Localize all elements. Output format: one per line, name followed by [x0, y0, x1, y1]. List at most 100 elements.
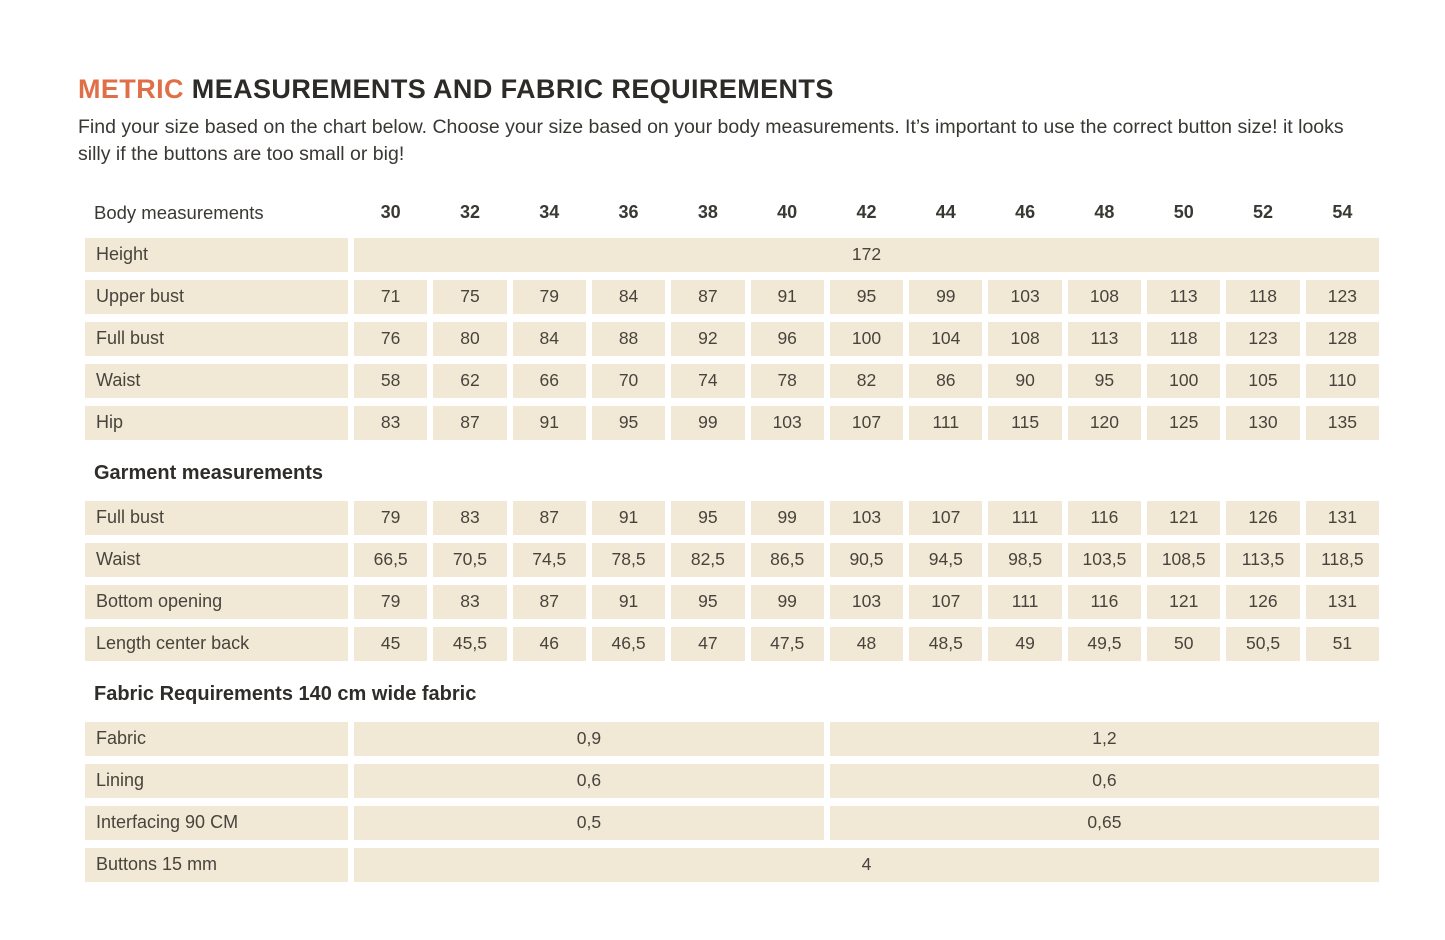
- measurement-value: 90,5: [829, 542, 904, 577]
- measurement-value: 123: [1305, 279, 1379, 314]
- measurement-value-full-span: 172: [354, 237, 1379, 272]
- size-column-header: 32: [459, 202, 480, 223]
- size-column-header: 34: [539, 202, 560, 223]
- measurement-value: 83: [433, 500, 507, 535]
- measurement-value: 111: [988, 500, 1062, 535]
- measurement-value: 135: [1305, 405, 1379, 440]
- measurement-value: 87: [512, 500, 586, 535]
- measurement-value-full-span: 4: [354, 847, 1379, 882]
- size-column-header: 44: [935, 202, 956, 223]
- row-label: Hip: [85, 405, 348, 440]
- measurement-value: 87: [671, 279, 745, 314]
- measurement-value: 49: [988, 626, 1062, 661]
- size-column-header: 52: [1253, 202, 1274, 223]
- measurement-value: 79: [354, 500, 428, 535]
- measurement-value: 128: [1305, 321, 1379, 356]
- size-column-header: 38: [697, 202, 718, 223]
- measurement-value: 78: [750, 363, 824, 398]
- size-column-header: 42: [856, 202, 877, 223]
- page-title-highlight: METRIC: [78, 74, 184, 104]
- measurement-value: 50: [1147, 626, 1221, 661]
- page-title: METRIC MEASUREMENTS AND FABRIC REQUIREME…: [78, 74, 1445, 105]
- measurement-value: 111: [988, 584, 1062, 619]
- measurement-value: 71: [354, 279, 428, 314]
- row-label: Waist: [85, 363, 348, 398]
- measurement-value: 49,5: [1067, 626, 1142, 661]
- row-label: Length center back: [85, 626, 348, 661]
- measurement-value: 126: [1226, 584, 1300, 619]
- measurement-value: 82,5: [671, 542, 745, 577]
- measurement-value: 108: [1067, 279, 1142, 314]
- measurement-value: 84: [591, 279, 666, 314]
- measurement-value: 74: [671, 363, 745, 398]
- measurement-value: 80: [433, 321, 507, 356]
- measurement-value: 45: [354, 626, 428, 661]
- measurement-value: 118: [1226, 279, 1300, 314]
- measurement-value: 66,5: [354, 542, 428, 577]
- measurement-value: 79: [512, 279, 586, 314]
- measurement-value: 120: [1067, 405, 1142, 440]
- measurement-value: 95: [671, 584, 745, 619]
- measurement-value: 95: [1067, 363, 1142, 398]
- measurement-value-left-span: 0,6: [354, 763, 824, 798]
- measurement-value: 103: [829, 500, 904, 535]
- measurement-value: 107: [909, 500, 983, 535]
- measurement-value: 118: [1147, 321, 1221, 356]
- measurement-value: 113: [1147, 279, 1221, 314]
- garment-measurements-table: Full bust 79 83 87 91 95 99 103 107 111 116 121 126 1…: [85, 500, 1379, 661]
- row-label: Full bust: [85, 500, 348, 535]
- measurement-value: 100: [1147, 363, 1221, 398]
- measurement-value: 45,5: [433, 626, 507, 661]
- measurement-value: 86: [909, 363, 983, 398]
- measurement-value: 87: [433, 405, 507, 440]
- measurement-value: 91: [591, 584, 666, 619]
- measurement-value: 103: [750, 405, 824, 440]
- measurement-value: 91: [750, 279, 824, 314]
- measurement-value: 70,5: [433, 542, 507, 577]
- measurement-value: 46,5: [591, 626, 666, 661]
- garment-section-title: Garment measurements: [94, 461, 323, 484]
- measurement-value: 98,5: [988, 542, 1062, 577]
- measurement-value: 115: [988, 405, 1062, 440]
- measurement-value: 90: [988, 363, 1062, 398]
- row-label: Waist: [85, 542, 348, 577]
- measurement-value: 107: [829, 405, 904, 440]
- measurement-value: 47: [671, 626, 745, 661]
- column-header-label: Body measurements: [94, 201, 264, 223]
- measurement-value: 66: [512, 363, 586, 398]
- row-label: Interfacing 90 CM: [85, 805, 348, 840]
- measurement-value-right-span: 0,65: [829, 805, 1379, 840]
- measurement-value: 76: [354, 321, 428, 356]
- measurement-value-right-span: 0,6: [829, 763, 1379, 798]
- measurement-value: 123: [1226, 321, 1300, 356]
- measurement-value: 91: [591, 500, 666, 535]
- body-measurements-table: Body measurements 30 32 34 36 38 40 42 44 46 48 50 5…: [85, 196, 1379, 440]
- row-label: Fabric: [85, 721, 348, 756]
- measurement-value: 92: [671, 321, 745, 356]
- measurement-value-right-span: 1,2: [829, 721, 1379, 756]
- size-column-header: 48: [1094, 202, 1115, 223]
- measurement-value: 48: [829, 626, 904, 661]
- measurement-value: 84: [512, 321, 586, 356]
- measurement-value: 96: [750, 321, 824, 356]
- measurement-value: 103: [829, 584, 904, 619]
- measurement-value: 51: [1305, 626, 1379, 661]
- measurement-value: 75: [433, 279, 507, 314]
- measurement-value: 95: [829, 279, 904, 314]
- row-label: Bottom opening: [85, 584, 348, 619]
- size-column-header: 40: [777, 202, 798, 223]
- page-title-rest: MEASUREMENTS AND FABRIC REQUIREMENTS: [183, 74, 834, 104]
- size-column-header: 50: [1173, 202, 1194, 223]
- measurement-value: 116: [1067, 584, 1142, 619]
- row-label: Upper bust: [85, 279, 348, 314]
- measurement-value: 83: [433, 584, 507, 619]
- measurement-value: 105: [1226, 363, 1300, 398]
- measurement-value: 86,5: [750, 542, 824, 577]
- measurement-value: 78,5: [591, 542, 666, 577]
- measurement-value: 99: [671, 405, 745, 440]
- measurement-value: 116: [1067, 500, 1142, 535]
- measurement-value: 118,5: [1305, 542, 1379, 577]
- measurement-value: 82: [829, 363, 904, 398]
- measurement-value-left-span: 0,9: [354, 721, 824, 756]
- measurement-value: 125: [1147, 405, 1221, 440]
